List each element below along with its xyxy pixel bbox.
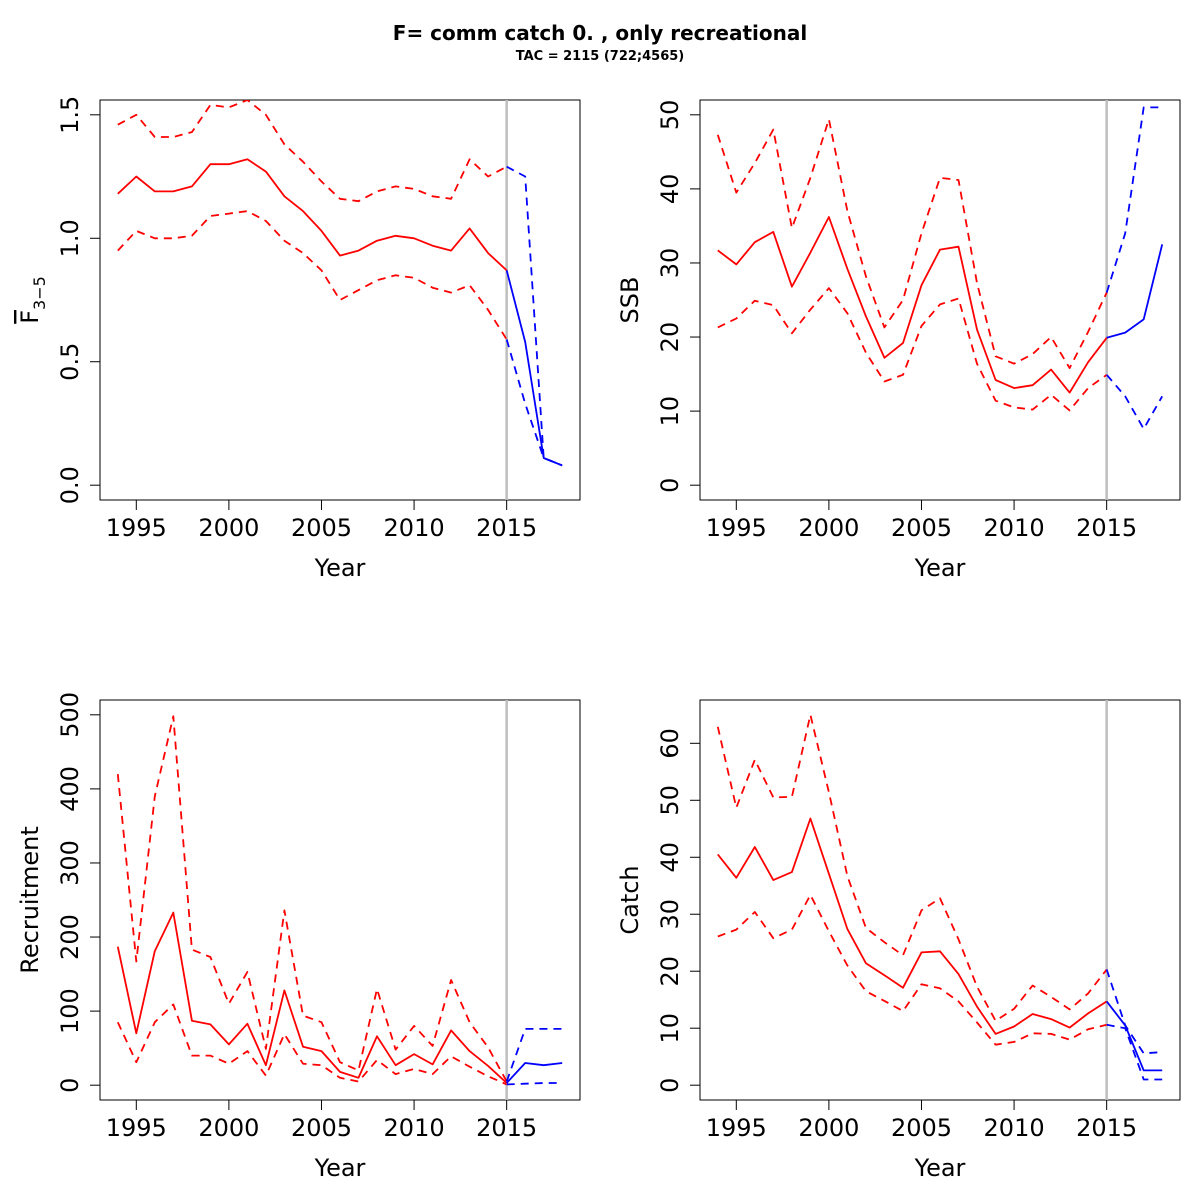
y-tick-label: 1.5 [56,96,84,134]
x-tick-label: 2000 [198,1114,259,1142]
y-tick-label: 60 [656,728,684,759]
y-tick-label: 10 [656,1013,684,1044]
panel-recruitment: 1995 2000 2005 2010 2015 0 100 200 300 400 500 Year… [16,692,581,1182]
forecast-median-line [505,270,563,467]
y-tick-label: 0.5 [56,343,84,381]
series-group [116,700,563,1100]
historic-median-line [717,817,1108,1035]
y-tick-label: 1.0 [56,219,84,257]
figure-subtitle: TAC = 2115 (722;4565) [516,49,685,64]
panel-f35: 1995 2000 2005 2010 2015 0.0 0.5 1.0 1.5 Year F3−5 [16,96,581,582]
x-axis-label: Year [314,554,366,582]
y-tick-label: 20 [656,956,684,987]
y-tick-label: 500 [56,692,84,738]
y-tick-label: 10 [656,396,684,427]
y-tick-label: 100 [56,988,84,1034]
forecast-median-line [506,1062,563,1084]
historic-upper-line [716,713,1108,1022]
forecast-lower-line [1106,1023,1163,1081]
x-tick-label: 2015 [476,514,537,542]
historic-lower-line [717,894,1107,1046]
historic-lower-line [717,287,1108,412]
x-tick-label: 2005 [291,1114,352,1142]
plot-frame [99,699,581,1101]
historic-lower-line [116,1003,508,1086]
x-axis-label: Year [314,1154,366,1182]
series-group [117,100,563,500]
x-tick-label: 1995 [106,1114,167,1142]
x-tick-label: 2015 [476,1114,537,1142]
figure-title: F= comm catch 0. , only recreational [393,21,807,45]
y-tick-label: 50 [656,100,684,131]
historic-upper-line [716,118,1108,370]
x-tick-label: 2010 [384,1114,445,1142]
x-tick-label: 1995 [706,514,767,542]
historic-median-line [117,158,508,272]
y-tick-label: 0.0 [56,466,84,504]
x-tick-label: 2005 [891,1114,952,1142]
x-tick-label: 2010 [984,514,1045,542]
forecast-lower-line [506,1082,563,1086]
forecast-upper-line [1105,106,1163,293]
y-tick-label: 300 [56,840,84,886]
historic-median-line [116,911,508,1084]
y-axis-label: Catch [616,865,644,934]
y-tick-label: 0 [56,1078,84,1093]
x-axis-label: Year [914,1154,966,1182]
x-axis-label: Year [914,554,966,582]
x-tick-label: 2015 [1076,514,1137,542]
forecast-upper-line [1105,969,1163,1055]
y-tick-label: 400 [56,766,84,812]
y-axis-label: Recruitment [16,826,44,973]
y-tick-label: 0 [656,478,684,493]
historic-lower-line [117,210,508,340]
plot-frame [99,99,581,501]
x-tick-label: 1995 [106,514,167,542]
x-tick-label: 2000 [798,1114,859,1142]
series-group [716,100,1164,500]
y-tick-label: 30 [656,248,684,279]
forecast-median-line [1106,244,1164,339]
y-tick-label: 200 [56,914,84,960]
historic-upper-line [116,715,508,1082]
plot-frame [699,99,1181,501]
panel-catch: 1995 2000 2005 2010 2015 0 10 20 30 40 50 60 Year Cat… [616,699,1181,1182]
series-group [716,700,1163,1100]
forecast-median-line [1105,1000,1163,1072]
plot-frame [699,699,1181,1101]
y-tick-label: 50 [656,785,684,816]
x-tick-label: 1995 [706,1114,767,1142]
y-axis-label: F3−5 [16,276,49,324]
y-tick-label: 0 [656,1078,684,1093]
panels: 1995 2000 2005 2010 20150.00.51.01.5YearF3−5… [16,96,1181,1182]
y-tick-label: 20 [656,322,684,353]
x-tick-label: 2005 [891,514,952,542]
x-tick-label: 2005 [291,514,352,542]
historic-upper-line [117,100,508,203]
y-tick-label: 40 [656,842,684,873]
y-tick-label: 40 [656,174,684,205]
x-tick-label: 2015 [1076,1114,1137,1142]
forecast-lower-line [1106,374,1163,430]
y-axis-label: SSB [616,277,644,324]
panel-ssb: 1995 2000 2005 2010 2015 0 10 20 30 40 50 Year SSB [616,99,1181,582]
x-tick-label: 2010 [384,514,445,542]
forecast-lower-line [505,339,563,467]
x-tick-label: 2010 [984,1114,1045,1142]
historic-median-line [717,216,1108,394]
forecast-upper-line [506,165,563,467]
x-tick-label: 2000 [198,514,259,542]
x-tick-label: 2000 [798,514,859,542]
y-tick-label: 30 [656,899,684,930]
